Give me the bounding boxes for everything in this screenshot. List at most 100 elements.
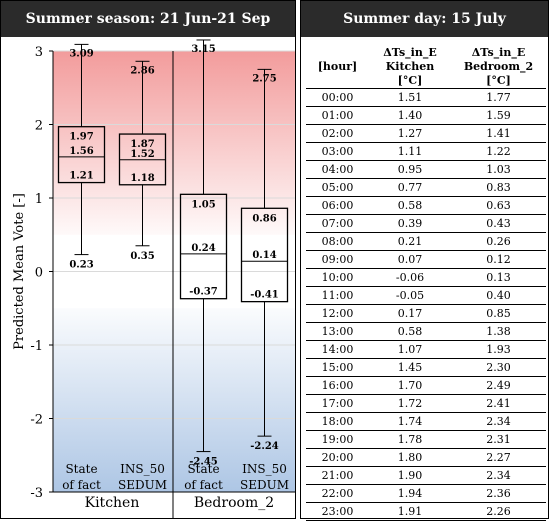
bedroom-value-cell: 2.34 bbox=[451, 466, 546, 485]
box-category-label: SEDUM bbox=[240, 478, 289, 492]
group-label: Kitchen bbox=[85, 495, 140, 511]
kitchen-value-cell: 1.07 bbox=[369, 340, 451, 359]
hour-header-blank bbox=[306, 46, 369, 60]
hour-cell: 03:00 bbox=[306, 142, 369, 161]
season-title: Summer season: 21 Jun-21 Sep bbox=[1, 1, 295, 37]
table-row: 16:00 1.70 2.49 bbox=[306, 376, 546, 395]
table-row: 00:00 1.51 1.77 bbox=[306, 88, 546, 107]
max-value-label: 2.75 bbox=[252, 73, 276, 84]
season-panel: Summer season: 21 Jun-21 Sep 3 2 1 0 -1 -2 -3 P… bbox=[0, 0, 296, 519]
bedroom-value-cell: 2.49 bbox=[451, 376, 546, 395]
bedroom-value-cell: 0.26 bbox=[451, 232, 546, 251]
table-row: 14:00 1.07 1.93 bbox=[306, 340, 546, 359]
y-tick-label: 3 bbox=[35, 45, 43, 60]
hour-cell: 16:00 bbox=[306, 376, 369, 395]
hour-cell: 00:00 bbox=[306, 88, 369, 107]
bedroom-value-cell: 2.36 bbox=[451, 484, 546, 503]
table-row: 06:00 0.58 0.63 bbox=[306, 196, 546, 215]
table-row: 13:00 0.58 1.38 bbox=[306, 322, 546, 341]
kitchen-value-cell: 1.40 bbox=[369, 106, 451, 125]
y-tick-label: -1 bbox=[30, 339, 43, 354]
hour-cell: 12:00 bbox=[306, 304, 369, 323]
y-tick-label: 2 bbox=[35, 119, 43, 134]
hour-cell: 04:00 bbox=[306, 160, 369, 179]
box-category-label: State bbox=[65, 462, 97, 476]
bedroom-value-cell: 2.30 bbox=[451, 358, 546, 377]
kitchen-value-cell: 0.39 bbox=[369, 214, 451, 233]
median-value-label: 0.14 bbox=[252, 250, 276, 261]
kitchen-value-cell: 0.17 bbox=[369, 304, 451, 323]
hour-cell: 07:00 bbox=[306, 214, 369, 233]
box-category-label: INS_50 bbox=[242, 462, 287, 476]
table-row: 22:00 1.94 2.36 bbox=[306, 484, 546, 503]
hour-cell: 14:00 bbox=[306, 340, 369, 359]
hour-cell: 17:00 bbox=[306, 394, 369, 413]
hour-cell: 22:00 bbox=[306, 484, 369, 503]
group-label: Bedroom_2 bbox=[194, 495, 274, 511]
kitchen-value-cell: 0.58 bbox=[369, 196, 451, 215]
kitchen-value-cell: 0.58 bbox=[369, 322, 451, 341]
q3-value-label: 1.97 bbox=[69, 132, 93, 143]
min-value-label: 0.35 bbox=[130, 251, 154, 262]
kitchen-unit: [°C] bbox=[369, 74, 451, 89]
kitchen-value-cell: -0.05 bbox=[369, 286, 451, 305]
hour-cell: 18:00 bbox=[306, 412, 369, 431]
table-row: 03:00 1.11 1.22 bbox=[306, 142, 546, 161]
kitchen-value-cell: -0.06 bbox=[369, 268, 451, 287]
hour-header: [hour] bbox=[317, 60, 358, 73]
bedroom-value-cell: 1.59 bbox=[451, 106, 546, 125]
cold-discomfort-band bbox=[53, 308, 295, 492]
hour-cell: 05:00 bbox=[306, 178, 369, 197]
hour-cell: 23:00 bbox=[306, 502, 369, 521]
max-value-label: 3.09 bbox=[69, 48, 93, 59]
kitchen-value-cell: 1.94 bbox=[369, 484, 451, 503]
bedroom-value-cell: 1.22 bbox=[451, 142, 546, 161]
median-value-label: 0.24 bbox=[191, 243, 215, 254]
kitchen-value-cell: 1.51 bbox=[369, 88, 451, 107]
bedroom-value-cell: 0.85 bbox=[451, 304, 546, 323]
min-value-label: 0.23 bbox=[69, 260, 93, 271]
kitchen-header-line1: ΔTs_in_E bbox=[383, 46, 437, 59]
y-tick-label: -3 bbox=[30, 486, 43, 501]
table-row: 10:00 -0.06 0.13 bbox=[306, 268, 546, 287]
bedroom-value-cell: 0.40 bbox=[451, 286, 546, 305]
q3-value-label: 1.87 bbox=[130, 139, 154, 150]
table-row: 18:00 1.74 2.34 bbox=[306, 412, 546, 431]
min-value-label: -2.24 bbox=[250, 441, 279, 452]
max-value-label: 3.15 bbox=[191, 44, 215, 55]
table-row: 23:00 1.91 2.26 bbox=[306, 502, 546, 521]
box-category-label: of fact bbox=[62, 478, 101, 492]
bedroom-value-cell: 2.41 bbox=[451, 394, 546, 413]
q1-value-label: 1.21 bbox=[69, 171, 93, 182]
kitchen-value-cell: 1.80 bbox=[369, 448, 451, 467]
y-tick-label: 0 bbox=[35, 266, 43, 281]
kitchen-value-cell: 1.45 bbox=[369, 358, 451, 377]
hour-cell: 20:00 bbox=[306, 448, 369, 467]
q3-value-label: 1.05 bbox=[191, 199, 215, 210]
temperature-table: ΔTs_in_E ΔTs_in_E [hour] Kitchen Bedroom… bbox=[306, 46, 546, 521]
hour-cell: 15:00 bbox=[306, 358, 369, 377]
q3-value-label: 0.86 bbox=[252, 213, 276, 224]
hour-cell: 09:00 bbox=[306, 250, 369, 269]
table-row: 05:00 0.77 0.83 bbox=[306, 178, 546, 197]
bedroom-value-cell: 2.26 bbox=[451, 502, 546, 521]
table-row: 07:00 0.39 0.43 bbox=[306, 214, 546, 233]
kitchen-value-cell: 0.77 bbox=[369, 178, 451, 197]
warm-discomfort-band bbox=[53, 51, 295, 235]
kitchen-value-cell: 1.72 bbox=[369, 394, 451, 413]
table-row: 15:00 1.45 2.30 bbox=[306, 358, 546, 377]
table-body: 00:00 1.51 1.77 01:00 1.40 1.59 02:00 1.27 1.41 0… bbox=[306, 88, 546, 521]
bedroom-value-cell: 1.77 bbox=[451, 88, 546, 107]
bedroom-header-line1: ΔTs_in_E bbox=[471, 46, 526, 59]
q1-value-label: 1.18 bbox=[130, 173, 154, 184]
hour-cell: 08:00 bbox=[306, 232, 369, 251]
table-row: 04:00 0.95 1.03 bbox=[306, 160, 546, 179]
bedroom-value-cell: 1.38 bbox=[451, 322, 546, 341]
hour-cell: 02:00 bbox=[306, 124, 369, 143]
box-category-label: of fact bbox=[184, 478, 223, 492]
kitchen-value-cell: 1.78 bbox=[369, 430, 451, 449]
kitchen-value-cell: 0.95 bbox=[369, 160, 451, 179]
y-tick-label: -2 bbox=[30, 413, 43, 428]
box-category-label: INS_50 bbox=[120, 462, 165, 476]
kitchen-value-cell: 1.27 bbox=[369, 124, 451, 143]
